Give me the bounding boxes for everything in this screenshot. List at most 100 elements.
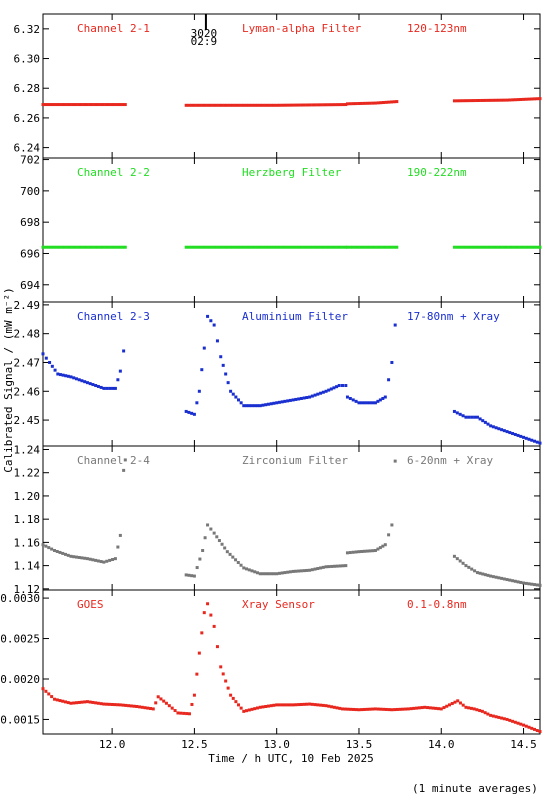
- data-point: [239, 103, 243, 107]
- data-point: [477, 98, 481, 102]
- data-point: [452, 245, 456, 249]
- data-point: [201, 245, 205, 249]
- data-point: [327, 388, 331, 392]
- data-point: [288, 703, 292, 707]
- data-point: [329, 387, 333, 391]
- data-point: [281, 245, 285, 249]
- data-point: [348, 396, 352, 400]
- data-segment: [41, 349, 126, 390]
- filter-label: Aluminium Filter: [242, 310, 348, 323]
- data-point: [203, 536, 207, 540]
- data-point: [245, 709, 249, 713]
- data-point: [392, 245, 396, 249]
- data-point: [491, 245, 495, 249]
- data-point: [376, 707, 380, 711]
- data-point: [223, 245, 227, 249]
- data-point: [164, 701, 168, 705]
- data-point: [494, 245, 498, 249]
- data-point: [365, 401, 369, 405]
- data-point: [483, 420, 487, 424]
- data-point: [508, 431, 512, 435]
- data-point: [450, 702, 454, 706]
- data-point: [343, 707, 347, 711]
- data-point: [330, 103, 334, 107]
- data-point: [236, 561, 240, 565]
- data-point: [511, 98, 515, 102]
- data-point: [66, 553, 70, 557]
- data-point: [368, 707, 372, 711]
- data-point: [502, 717, 506, 721]
- data-point: [513, 432, 517, 436]
- data-point: [455, 411, 459, 415]
- data-point: [46, 245, 50, 249]
- data-point: [319, 245, 323, 249]
- panel-5: 0.0015 0.0020 0.0025 0.0030 GOES Xray Sensor 0…: [0, 589, 542, 735]
- data-point: [365, 707, 369, 711]
- data-point: [113, 557, 117, 561]
- data-point: [330, 705, 334, 709]
- data-point: [286, 103, 290, 107]
- data-point: [538, 245, 542, 249]
- data-point: [69, 701, 73, 705]
- data-point: [383, 395, 387, 399]
- data-point: [85, 103, 89, 107]
- panel-4: 1.12 1.14 1.16 1.18 1.20 1.22 1.24 Channel 2-4 Z…: [14, 443, 542, 596]
- data-point: [69, 375, 73, 379]
- data-point: [123, 245, 127, 249]
- time-marker-bottom-label: 02:9: [191, 35, 218, 48]
- data-point: [305, 396, 309, 400]
- data-point: [215, 645, 219, 649]
- data-point: [121, 703, 125, 707]
- data-point: [162, 699, 166, 703]
- data-point: [253, 103, 257, 107]
- data-point: [420, 706, 424, 710]
- data-point: [316, 392, 320, 396]
- data-point: [489, 713, 493, 717]
- data-point: [44, 544, 48, 548]
- data-point: [255, 404, 259, 408]
- data-point: [332, 705, 336, 709]
- data-point: [247, 568, 251, 572]
- data-point: [351, 707, 355, 711]
- data-point: [302, 702, 306, 706]
- data-point: [71, 103, 75, 107]
- data-point: [256, 245, 260, 249]
- data-point: [253, 707, 257, 711]
- data-point: [376, 399, 380, 403]
- data-point: [66, 245, 70, 249]
- data-point: [167, 704, 171, 708]
- data-point: [365, 549, 369, 553]
- data-point: [324, 565, 328, 569]
- data-point: [85, 381, 89, 385]
- data-point: [491, 575, 495, 579]
- data-point: [335, 385, 339, 389]
- data-point: [305, 702, 309, 706]
- data-point: [384, 100, 388, 104]
- data-point: [473, 415, 477, 419]
- data-point: [122, 349, 126, 353]
- data-point: [110, 103, 114, 107]
- data-point: [108, 558, 112, 562]
- y-tick-label: 1.24: [14, 443, 41, 456]
- data-point: [61, 551, 65, 555]
- data-point: [464, 415, 468, 419]
- data-point: [351, 550, 355, 554]
- data-point: [272, 572, 276, 576]
- data-point: [522, 581, 526, 585]
- data-point: [200, 368, 204, 372]
- data-point: [527, 437, 531, 441]
- data-point: [49, 245, 53, 249]
- data-point: [228, 552, 232, 556]
- data-point: [480, 245, 484, 249]
- data-point: [393, 708, 397, 712]
- data-point: [44, 245, 48, 249]
- data-point: [156, 695, 160, 699]
- data-point: [195, 245, 199, 249]
- data-point: [491, 98, 495, 102]
- data-point: [395, 100, 399, 104]
- data-point: [94, 701, 98, 705]
- data-point: [423, 705, 427, 709]
- data-point: [513, 98, 517, 102]
- data-point: [330, 564, 334, 568]
- data-point: [428, 706, 432, 710]
